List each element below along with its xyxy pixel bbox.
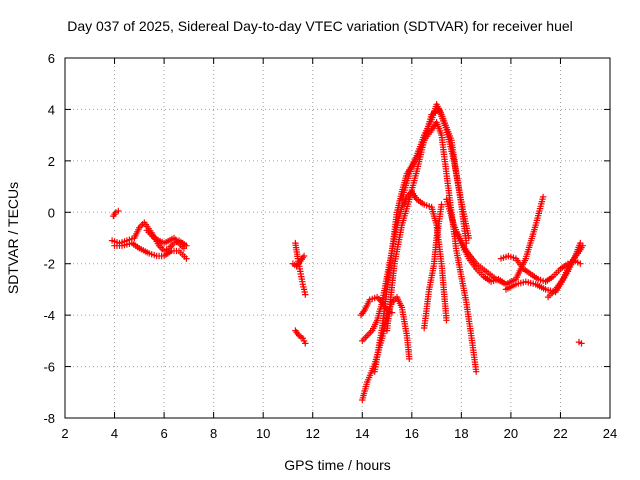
- x-tick-label: 2: [61, 426, 68, 441]
- series-arc-n: [421, 201, 445, 332]
- y-axis-ticks: -8 -6 -4 -2 0 2 4 6: [43, 51, 610, 426]
- x-tick-label: 16: [405, 426, 419, 441]
- x-axis-ticks: 2 4 6 8 10 12 14 16 18 20 22 24: [61, 58, 617, 441]
- y-tick-label: -2: [43, 257, 55, 272]
- series-markers: [544, 242, 586, 301]
- x-tick-label: 4: [111, 426, 118, 441]
- x-tick-label: 18: [454, 426, 468, 441]
- series-arc-d: [143, 227, 188, 252]
- y-tick-label: 0: [48, 205, 55, 220]
- series-markers: [110, 207, 122, 220]
- series-markers: [143, 227, 188, 252]
- data-series: [108, 101, 586, 404]
- series-markers: [398, 101, 470, 247]
- y-axis-label: SDTVAR / TECUs: [5, 182, 21, 294]
- series-arc-a: [110, 207, 122, 220]
- series-arc-e: [292, 239, 309, 298]
- series-arc-b: [108, 219, 190, 255]
- series-arc-g: [292, 327, 309, 347]
- series-markers: [421, 201, 445, 332]
- series-arc-c: [111, 239, 190, 262]
- x-tick-label: 12: [305, 426, 319, 441]
- x-tick-label: 20: [504, 426, 518, 441]
- grid-lines: [65, 58, 610, 418]
- series-markers: [292, 239, 309, 298]
- series-arc-t: [575, 338, 585, 347]
- series-markers: [289, 252, 308, 270]
- x-axis-label: GPS time / hours: [284, 457, 391, 473]
- series-markers: [575, 338, 585, 347]
- series-markers: [108, 219, 190, 255]
- x-tick-label: 24: [603, 426, 617, 441]
- x-tick-label: 6: [160, 426, 167, 441]
- series-arc-f: [289, 252, 308, 270]
- series-markers: [111, 239, 190, 262]
- y-tick-label: -4: [43, 308, 55, 323]
- y-tick-label: -6: [43, 360, 55, 375]
- series-markers: [292, 327, 309, 347]
- plot-frame: [64, 57, 611, 419]
- chart-title: Day 037 of 2025, Sidereal Day-to-day VTE…: [67, 18, 573, 34]
- x-tick-label: 8: [210, 426, 217, 441]
- x-tick-label: 22: [553, 426, 567, 441]
- x-tick-label: 10: [256, 426, 270, 441]
- series-arc-m: [398, 101, 470, 247]
- y-tick-label: -8: [43, 411, 55, 426]
- series-arc-s: [544, 242, 586, 301]
- y-tick-label: 2: [48, 154, 55, 169]
- x-tick-label: 14: [355, 426, 369, 441]
- y-tick-label: 4: [48, 102, 55, 117]
- y-tick-label: 6: [48, 51, 55, 66]
